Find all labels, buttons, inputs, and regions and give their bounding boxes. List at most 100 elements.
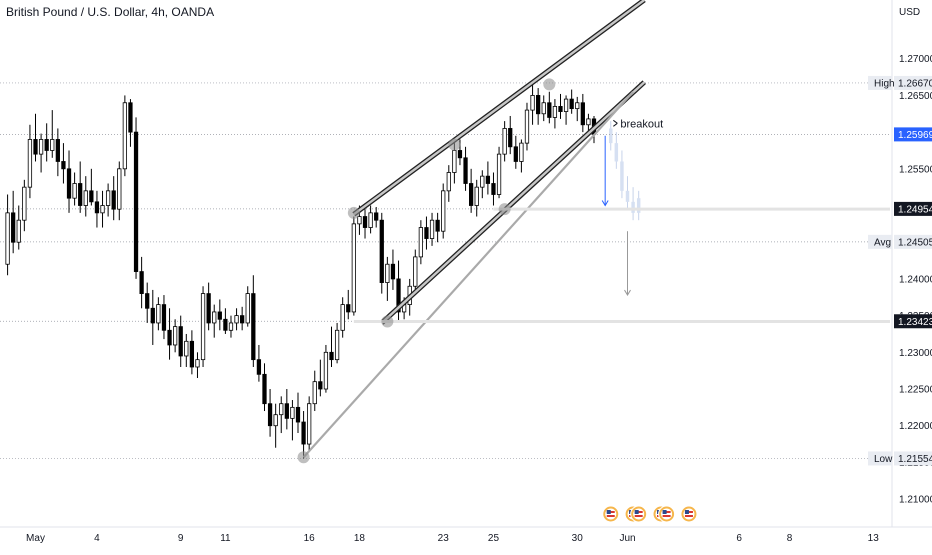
candle-down: [128, 102, 133, 133]
economic-event-icon: [606, 510, 611, 514]
projected-candle-body: [609, 128, 613, 144]
candle-down: [240, 315, 245, 324]
candle-up: [105, 190, 111, 206]
candle-down: [558, 106, 563, 112]
candle-up: [474, 186, 479, 206]
candle-up: [334, 329, 340, 361]
breakout-label: breakout: [620, 118, 663, 130]
price-tick-label: 1.22500: [899, 385, 932, 396]
candle-up: [5, 212, 10, 265]
candle-down: [150, 307, 155, 324]
candle-up: [480, 175, 485, 188]
candle-up: [312, 381, 317, 405]
candle-up: [72, 183, 77, 199]
candle-down: [295, 406, 301, 423]
time-tick-label: 8: [787, 533, 793, 544]
candle-down: [161, 304, 167, 331]
candle-down: [513, 146, 518, 162]
candle-down: [267, 403, 273, 427]
price-label-value: 1.26670: [898, 78, 932, 89]
price-tick-label: 1.27000: [899, 54, 932, 65]
candle-up: [245, 293, 250, 324]
time-tick-label: 4: [94, 533, 100, 544]
projected-candle-body: [620, 161, 624, 191]
candle-up: [212, 311, 217, 324]
projected-candle-body: [631, 201, 635, 213]
candle-up: [519, 142, 524, 162]
candle-up: [368, 212, 373, 228]
candle-down: [396, 278, 401, 313]
pivot-marker: [448, 138, 461, 151]
candle-down: [94, 201, 100, 214]
candle-up: [385, 263, 390, 283]
time-tick-label: Jun: [619, 533, 635, 544]
candle-down: [256, 359, 262, 375]
candle-up: [122, 102, 127, 170]
time-tick-label: 11: [220, 533, 231, 544]
candle-up: [27, 139, 33, 188]
projection-arrow-head: [624, 289, 631, 297]
price-tick-label: 1.23000: [899, 348, 932, 359]
candle-up: [496, 153, 502, 195]
candle-up: [413, 256, 418, 287]
annotation-pointer: [613, 119, 618, 127]
trendline: [302, 91, 634, 459]
price-label-value: 1.23423: [898, 317, 932, 328]
candle-down: [44, 139, 49, 151]
time-tick-label: 9: [178, 533, 184, 544]
candle-down: [491, 183, 496, 195]
projection-arrow-head: [601, 200, 609, 207]
candle-down: [262, 373, 267, 405]
candle-down: [362, 216, 368, 228]
candle-down: [508, 128, 513, 148]
time-tick-label: 16: [304, 533, 316, 544]
currency-label: USD: [899, 7, 920, 18]
candle-down: [547, 102, 552, 118]
candle-down: [284, 403, 289, 419]
candle-up: [418, 227, 423, 258]
economic-event-icon: [634, 515, 643, 517]
candle-down: [178, 326, 183, 357]
price-tick-label: 1.24000: [899, 274, 932, 285]
candle-down: [379, 219, 384, 283]
candle-up: [38, 139, 44, 155]
economic-event-icon: [606, 515, 615, 517]
candle-up: [541, 102, 546, 115]
pivot-marker: [347, 206, 360, 219]
time-tick-label: 25: [488, 533, 500, 544]
candle-down: [223, 318, 228, 331]
candle-down: [189, 340, 195, 368]
candle-down: [89, 190, 94, 203]
projection-ghost-layer: [609, 121, 641, 221]
price-label-tag-box: [868, 234, 892, 249]
candle-down: [301, 421, 306, 445]
time-axis[interactable]: May 4 9 11 16 18 23 25 30 Jun 6 8 13: [26, 533, 879, 544]
candles-layer: [5, 80, 597, 459]
candle-down: [167, 329, 172, 346]
candle-down: [318, 381, 323, 390]
candle-up: [228, 322, 234, 331]
candle-up: [586, 118, 591, 126]
projected-candle-body: [625, 190, 630, 202]
candle-up: [340, 304, 345, 331]
event-icons-layer[interactable]: [602, 505, 698, 523]
candle-up: [530, 95, 535, 111]
drawing-layer[interactable]: [297, 0, 890, 464]
time-tick-label: 23: [438, 533, 450, 544]
price-label-value: 1.21554: [898, 454, 932, 465]
candle-down: [145, 293, 150, 309]
candle-down: [33, 139, 38, 155]
price-tick-label: 1.21000: [899, 495, 932, 506]
candle-up: [575, 102, 580, 110]
candle-down: [580, 102, 585, 126]
candle-down: [139, 271, 144, 294]
price-label-pill: [894, 451, 932, 466]
candle-down: [469, 183, 474, 206]
candle-up: [83, 190, 88, 206]
candle-down: [485, 175, 491, 184]
candle-up: [234, 315, 239, 324]
price-label-tag-box: [868, 451, 892, 466]
